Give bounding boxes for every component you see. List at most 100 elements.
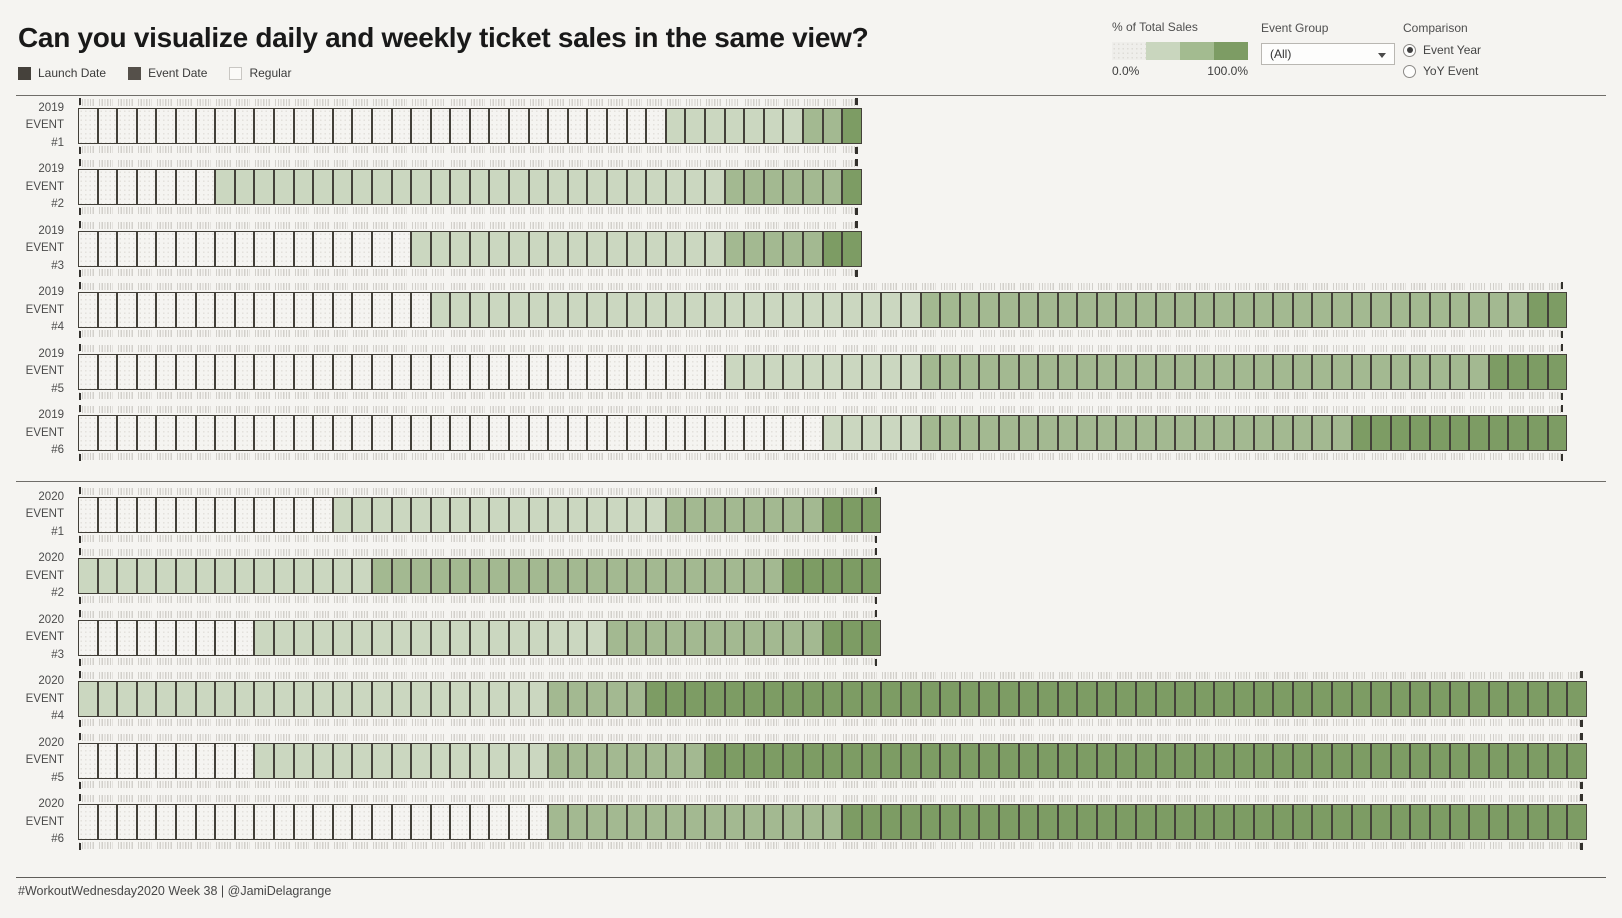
week-cell[interactable] <box>352 733 372 788</box>
week-cell[interactable] <box>528 672 549 727</box>
week-cell[interactable] <box>881 283 901 338</box>
week-cell[interactable] <box>959 672 980 727</box>
week-cell[interactable] <box>979 283 999 338</box>
week-cell[interactable] <box>313 344 333 399</box>
week-cell[interactable] <box>234 98 255 153</box>
week-cell[interactable] <box>411 795 431 850</box>
week-cell[interactable] <box>587 549 608 604</box>
week-cell[interactable] <box>78 795 98 850</box>
week-cell[interactable] <box>705 221 725 276</box>
week-cell[interactable] <box>1136 672 1156 727</box>
week-cell[interactable] <box>78 733 98 788</box>
week-cell[interactable] <box>136 160 157 215</box>
week-cell[interactable] <box>509 733 529 788</box>
week-cell[interactable] <box>646 160 666 215</box>
week-cell[interactable] <box>998 795 1019 850</box>
week-cell[interactable] <box>1018 283 1039 338</box>
week-cell[interactable] <box>822 344 843 399</box>
week-cell[interactable] <box>548 283 568 338</box>
week-cell[interactable] <box>371 160 392 215</box>
week-cell[interactable] <box>1429 344 1450 399</box>
week-cell[interactable] <box>548 160 568 215</box>
week-cell[interactable] <box>1018 406 1039 461</box>
week-cell[interactable] <box>175 487 196 542</box>
week-cell[interactable] <box>1429 795 1450 850</box>
week-cell[interactable] <box>685 610 705 665</box>
week-cell[interactable] <box>273 98 294 153</box>
week-cell[interactable] <box>450 221 470 276</box>
week-cell[interactable] <box>352 344 372 399</box>
week-cell[interactable] <box>371 98 392 153</box>
week-cell[interactable] <box>195 160 216 215</box>
week-cell[interactable] <box>744 487 764 542</box>
week-cell[interactable] <box>117 406 137 461</box>
week-cell[interactable] <box>528 487 549 542</box>
week-cell[interactable] <box>1214 283 1235 338</box>
week-cell[interactable] <box>587 160 608 215</box>
week-cell[interactable] <box>979 406 999 461</box>
week-cell[interactable] <box>842 549 862 604</box>
week-cell[interactable] <box>1429 733 1450 788</box>
week-cell[interactable] <box>802 549 823 604</box>
week-cell[interactable] <box>1057 672 1078 727</box>
week-cell[interactable] <box>567 672 588 727</box>
week-cell[interactable] <box>1136 733 1156 788</box>
week-cell[interactable] <box>489 283 510 338</box>
week-cell[interactable] <box>97 672 118 727</box>
week-cell[interactable] <box>175 406 196 461</box>
week-cell[interactable] <box>509 406 529 461</box>
week-cell[interactable] <box>1332 283 1352 338</box>
week-cell[interactable] <box>861 487 882 542</box>
week-cell[interactable] <box>391 610 412 665</box>
week-cell[interactable] <box>273 221 294 276</box>
week-cell[interactable] <box>1351 406 1372 461</box>
week-cell[interactable] <box>881 795 901 850</box>
week-cell[interactable] <box>842 344 862 399</box>
week-cell[interactable] <box>450 406 470 461</box>
week-cell[interactable] <box>920 283 941 338</box>
week-cell[interactable] <box>371 610 392 665</box>
week-cell[interactable] <box>215 344 235 399</box>
week-cell[interactable] <box>763 406 784 461</box>
week-cell[interactable] <box>842 160 862 215</box>
week-cell[interactable] <box>1449 672 1470 727</box>
week-cell[interactable] <box>195 221 216 276</box>
week-cell[interactable] <box>195 98 216 153</box>
week-cell[interactable] <box>783 487 803 542</box>
week-cell[interactable] <box>1547 406 1568 461</box>
week-cell[interactable] <box>430 406 451 461</box>
week-cell[interactable] <box>254 221 274 276</box>
week-cell[interactable] <box>313 221 333 276</box>
week-cell[interactable] <box>1175 672 1195 727</box>
week-cell[interactable] <box>763 160 784 215</box>
week-cell[interactable] <box>665 221 686 276</box>
week-cell[interactable] <box>293 98 314 153</box>
week-cell[interactable] <box>1155 406 1176 461</box>
week-cell[interactable] <box>724 221 745 276</box>
week-cell[interactable] <box>1410 672 1430 727</box>
week-cell[interactable] <box>136 406 157 461</box>
week-cell[interactable] <box>469 733 490 788</box>
week-cell[interactable] <box>685 795 705 850</box>
week-cell[interactable] <box>567 344 588 399</box>
week-cell[interactable] <box>567 733 588 788</box>
week-cell[interactable] <box>861 795 882 850</box>
week-cell[interactable] <box>1332 406 1352 461</box>
week-cell[interactable] <box>998 344 1019 399</box>
week-cell[interactable] <box>1096 283 1117 338</box>
week-cell[interactable] <box>234 406 255 461</box>
week-cell[interactable] <box>1508 406 1528 461</box>
week-cell[interactable] <box>744 733 764 788</box>
week-cell[interactable] <box>136 733 157 788</box>
week-cell[interactable] <box>97 610 118 665</box>
week-cell[interactable] <box>469 221 490 276</box>
week-cell[interactable] <box>411 160 431 215</box>
week-cell[interactable] <box>97 283 118 338</box>
week-cell[interactable] <box>352 283 372 338</box>
week-cell[interactable] <box>78 221 98 276</box>
week-cell[interactable] <box>1371 283 1391 338</box>
week-cell[interactable] <box>509 487 529 542</box>
week-cell[interactable] <box>802 672 823 727</box>
week-cell[interactable] <box>1038 795 1058 850</box>
week-cell[interactable] <box>97 160 118 215</box>
